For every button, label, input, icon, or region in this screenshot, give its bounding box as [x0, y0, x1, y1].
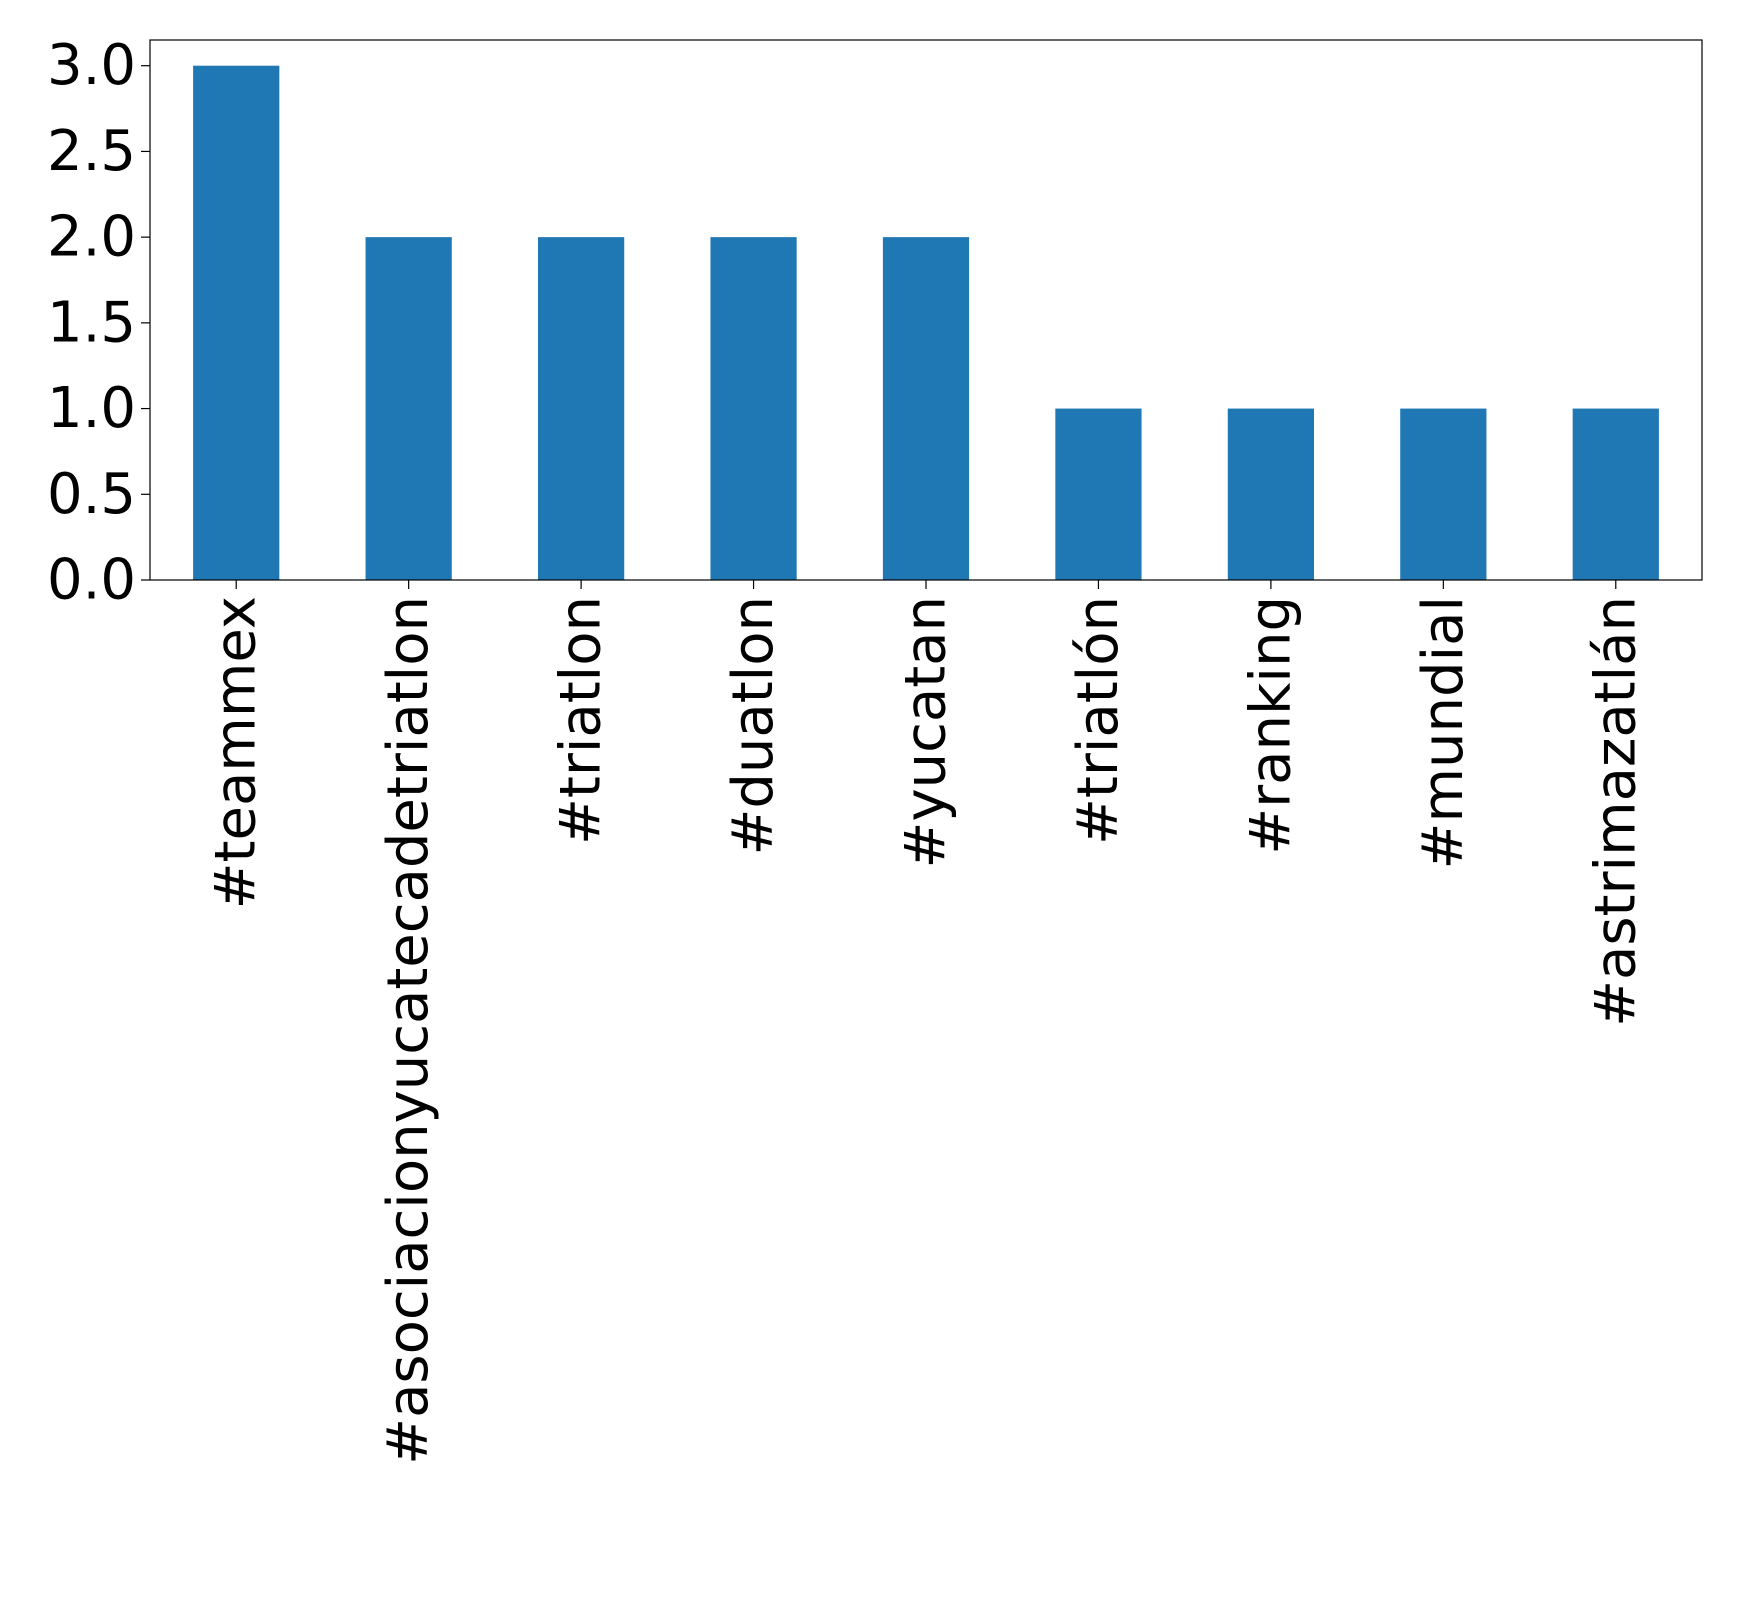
- bar-1: [365, 237, 452, 580]
- y-tick-label-3: 1.5: [47, 290, 136, 355]
- x-tick-label-2: #triatlon: [549, 596, 614, 845]
- y-tick-label-1: 0.5: [47, 462, 136, 527]
- x-tick-label-5: #triatlón: [1066, 596, 1131, 845]
- x-tick-label-0: #teammex: [204, 596, 269, 909]
- y-tick-label-2: 1.0: [47, 376, 136, 441]
- bar-0: [193, 65, 280, 580]
- bar-4: [882, 237, 970, 580]
- y-tick-label-0: 0.0: [47, 548, 136, 613]
- x-axis-ticks: #teammex #asociacionyucatecadetriatlon #tr…: [204, 580, 1648, 1465]
- x-tick-label-8: #astrimazatlán: [1583, 596, 1648, 1027]
- y-tick-label-6: 3.0: [47, 33, 136, 98]
- y-tick-label-5: 2.5: [47, 119, 136, 184]
- plot-frame: [149, 39, 1703, 581]
- y-tick-label-4: 2.0: [47, 205, 136, 270]
- bar-8: [1572, 408, 1659, 580]
- x-tick-label-6: #ranking: [1238, 596, 1303, 855]
- x-tick-label-1: #asociacionyucatecadetriatlon: [376, 596, 441, 1465]
- bar-7: [1400, 408, 1487, 580]
- bar-6: [1227, 408, 1314, 580]
- x-tick-label-3: #duatlon: [721, 596, 786, 856]
- x-tick-label-7: #mundial: [1411, 596, 1476, 869]
- bars-group: [193, 65, 1659, 580]
- x-tick-label-4: #yucatan: [894, 596, 959, 868]
- y-axis-ticks: 0.0 0.5 1.0 1.5 2.0 2.5 3.0: [47, 33, 150, 613]
- bar-2: [538, 237, 625, 580]
- bar-3: [710, 237, 797, 580]
- bar-5: [1055, 408, 1142, 580]
